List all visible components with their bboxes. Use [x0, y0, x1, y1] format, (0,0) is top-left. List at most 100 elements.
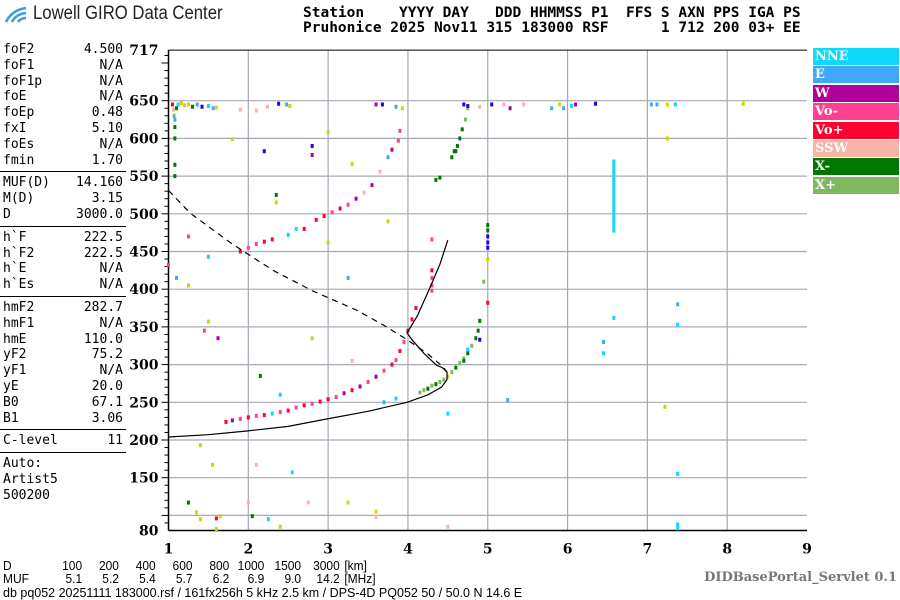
echo-point [454, 149, 458, 154]
echo-point [214, 526, 218, 531]
echo-point [466, 347, 470, 352]
echo-point [430, 268, 434, 273]
row-value: 400 [135, 558, 156, 573]
muf-dashed-curve [168, 189, 448, 373]
echo-point [230, 137, 234, 142]
echo-point [506, 398, 510, 403]
param-label: h`F2 [3, 245, 35, 261]
echo-point [442, 377, 446, 382]
echo-point [172, 113, 176, 118]
echo-point [463, 117, 467, 122]
param-value: N/A [99, 261, 123, 277]
echo-point [454, 365, 458, 370]
param-row: yF1 N/A [0, 363, 126, 379]
echo-point [346, 275, 350, 280]
divider [0, 171, 126, 173]
echo-point [302, 403, 306, 408]
echo-point [167, 263, 170, 268]
echo-point [254, 413, 258, 418]
echo-point [593, 101, 597, 106]
echo-point [370, 183, 374, 188]
row-value: 1500 [274, 558, 302, 573]
param-value: 222.5 [83, 245, 123, 261]
echo-point [438, 175, 442, 180]
echo-point [398, 128, 402, 133]
param-label: foF1 [3, 57, 35, 73]
echo-point [214, 105, 218, 110]
param-row: h`F 222.5 [0, 230, 126, 246]
echo-point [176, 102, 180, 107]
param-label: h`E [3, 261, 27, 277]
echo-point [286, 408, 290, 413]
echo-point [386, 155, 390, 160]
param-row: fmin 1.70 [0, 153, 126, 169]
row-value: 14.2 [316, 571, 340, 586]
echo-point [522, 102, 526, 107]
param-value: 110.0 [83, 331, 123, 347]
param-row: foE N/A [0, 89, 126, 105]
param-value: 222.5 [83, 229, 123, 245]
param-value: N/A [99, 136, 123, 152]
echo-point [194, 510, 198, 515]
x-tick-label: 6 [563, 541, 573, 557]
echo-point [466, 103, 470, 108]
param-value: 4.500 [83, 42, 123, 57]
y-tick-label: 300 [129, 358, 158, 374]
echo-point [198, 443, 202, 448]
echo-point [676, 522, 680, 527]
echo-point [210, 462, 214, 467]
echo-point [474, 336, 478, 341]
echo-point [676, 471, 680, 476]
param-value: 14.160 [76, 175, 123, 191]
echo-point [394, 104, 398, 109]
param-value: 0.48 [91, 105, 123, 121]
echo-point [398, 349, 402, 354]
x-tick-label: 7 [643, 541, 653, 557]
echo-point [486, 223, 490, 228]
echo-point [246, 245, 250, 250]
param-value: 75.2 [91, 347, 123, 363]
echo-point [170, 102, 174, 107]
echo-point [458, 136, 462, 141]
divider [0, 225, 126, 227]
header-columns: Station YYYY DAY DDD HHMMSS P1 FFS S AXN… [303, 5, 801, 21]
y-tick-label: 80 [139, 523, 159, 539]
echo-point [346, 500, 350, 505]
param-label: foEp [3, 105, 35, 121]
echo-point [350, 358, 354, 363]
legend-item: SSW [813, 139, 899, 157]
echo-bar [612, 159, 616, 233]
echo-point [394, 396, 398, 401]
echo-point [450, 370, 454, 375]
param-label: hmF1 [3, 315, 35, 331]
y-tick-label: 717 [129, 43, 158, 59]
echo-point [470, 343, 474, 348]
echo-point [486, 228, 490, 233]
echo-point [266, 517, 270, 522]
echo-point [466, 106, 470, 111]
echo-point [330, 210, 334, 215]
echo-point [218, 514, 222, 519]
legend-item: X+ [813, 176, 899, 194]
legend-item: W [813, 84, 899, 102]
echo-point [254, 462, 258, 467]
echo-point [302, 226, 306, 231]
echo-point [250, 514, 254, 519]
echo-point [230, 418, 234, 423]
param-label: hmE [3, 331, 27, 347]
echo-point [676, 302, 680, 307]
param-value: 11 [107, 433, 123, 449]
legend: NNE E W Vo- Vo+ SSW X- X+ [813, 48, 899, 195]
echo-point [262, 413, 266, 418]
y-tick-label: 600 [129, 131, 158, 147]
echo-point [382, 400, 386, 405]
param-row: h`E N/A [0, 261, 126, 277]
echo-point [314, 217, 318, 222]
echo-point [174, 275, 178, 280]
echo-point [306, 500, 310, 505]
echo-point [462, 102, 466, 107]
param-row: yE 20.0 [0, 379, 126, 395]
param-label: h`F [3, 229, 27, 245]
param-row: MUF(D) 14.160 [0, 175, 126, 191]
echo-point [508, 106, 512, 111]
